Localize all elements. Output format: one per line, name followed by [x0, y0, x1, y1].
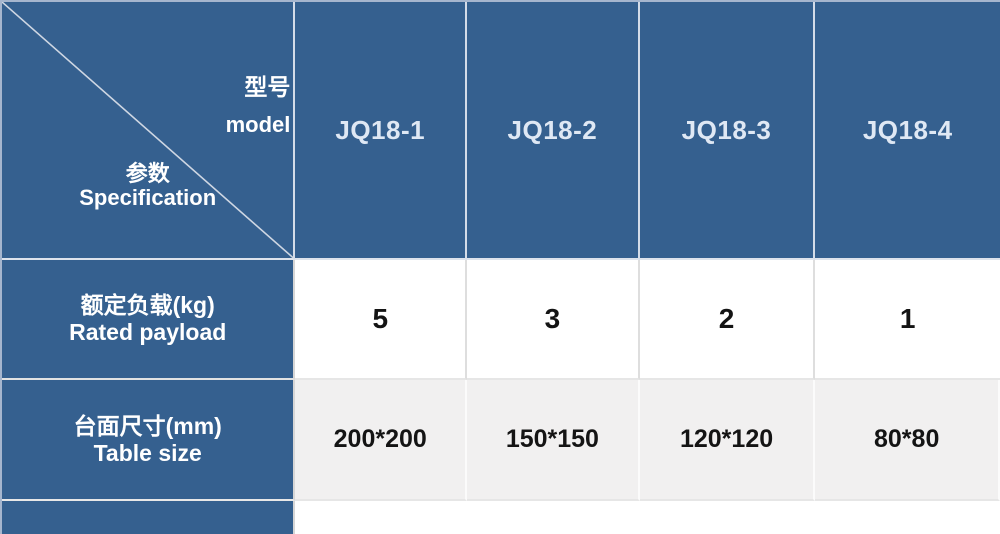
- diagonal-divider: [2, 2, 294, 258]
- table-size-label-cell: 台面尺寸(mm) Table size: [2, 380, 296, 501]
- clipped-label-cell: [2, 501, 296, 534]
- clipped-bottom-row: [2, 501, 1000, 534]
- rated-payload-label-en: Rated payload: [69, 319, 227, 345]
- rated-payload-label-zh: 额定负载(kg): [80, 292, 215, 318]
- clipped-value-2: [467, 501, 640, 534]
- model-header-2-label: JQ18-2: [507, 114, 598, 145]
- table-size-value-3: 120*120: [639, 380, 816, 501]
- rated-payload-value-4: 1: [815, 260, 1000, 380]
- table-size-value-4: 80*80: [815, 380, 1000, 501]
- rated-payload-value-2: 3: [467, 260, 640, 380]
- table-size-label-zh: 台面尺寸(mm): [73, 412, 222, 439]
- model-header-4-label: JQ18-4: [862, 114, 953, 145]
- model-header-4: JQ18-4: [815, 2, 1000, 260]
- model-header-1-label: JQ18-1: [335, 114, 426, 145]
- rated-payload-label-cell: 额定负载(kg) Rated payload: [2, 260, 296, 380]
- corner-spec-label: 参数 Specification: [2, 162, 293, 210]
- corner-cell: 型号 model 参数 Specification: [2, 2, 296, 260]
- clipped-value-1: [295, 501, 468, 534]
- table-size-label-en: Table size: [93, 439, 202, 466]
- rated-payload-value-1: 5: [295, 260, 468, 380]
- model-header-3: JQ18-3: [639, 2, 816, 260]
- corner-model-zh: 型号: [244, 74, 291, 100]
- header-row: 型号 model 参数 Specification JQ18-1 JQ18-2 …: [2, 2, 1000, 260]
- clipped-value-3: [639, 501, 816, 534]
- corner-spec-zh: 参数: [125, 161, 170, 186]
- corner-model-en: model: [225, 112, 291, 137]
- rated-payload-value-3: 2: [639, 260, 816, 380]
- model-header-2: JQ18-2: [467, 2, 640, 260]
- table-size-row: 台面尺寸(mm) Table size 200*200 150*150 120*…: [2, 380, 1000, 501]
- table-size-value-1: 200*200: [295, 380, 468, 501]
- clipped-value-4: [815, 501, 1000, 534]
- rated-payload-row: 额定负载(kg) Rated payload 5 3 2 1: [2, 260, 1000, 380]
- table-size-value-2: 150*150: [467, 380, 640, 501]
- model-header-3-label: JQ18-3: [681, 114, 772, 145]
- model-header-1: JQ18-1: [295, 2, 468, 260]
- corner-spec-en: Specification: [79, 185, 217, 210]
